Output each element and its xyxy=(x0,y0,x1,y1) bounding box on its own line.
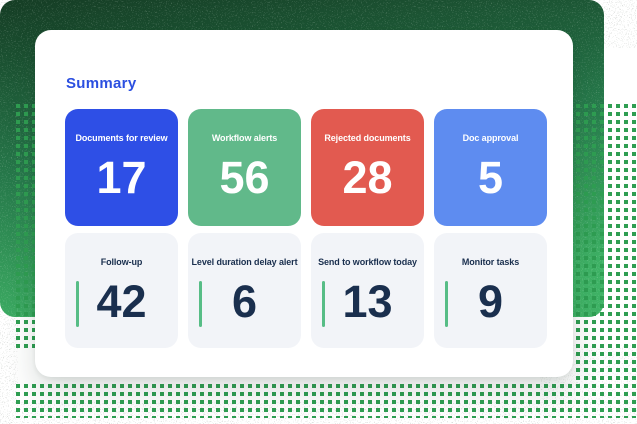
stat-label: Monitor tasks xyxy=(461,257,520,267)
stat-label: Rejected documents xyxy=(324,133,411,143)
stat-value: 42 xyxy=(96,276,147,327)
stat-card-doc-approval[interactable]: Doc approval 5 xyxy=(434,109,547,226)
stat-value: 5 xyxy=(477,152,504,203)
stat-card-monitor-tasks[interactable]: Monitor tasks 9 xyxy=(434,233,547,348)
stat-value: 17 xyxy=(96,152,147,203)
stat-card-workflow-alerts[interactable]: Workflow alerts 56 xyxy=(188,109,301,226)
stat-value: 13 xyxy=(342,276,393,327)
accent-bar xyxy=(322,281,325,327)
stat-label: Send to workflow today xyxy=(318,257,417,267)
stat-label: Doc approval xyxy=(462,133,519,143)
stat-label: Follow-up xyxy=(100,257,143,267)
stat-value: 6 xyxy=(231,276,258,327)
stat-card-level-duration-delay-alert[interactable]: Level duration delay alert 6 xyxy=(188,233,301,348)
panel-title: Summary xyxy=(66,75,137,93)
summary-panel: Summary Documents for review 17 Workflow… xyxy=(35,30,573,377)
accent-bar xyxy=(76,281,79,327)
stat-card-send-to-workflow-today[interactable]: Send to workflow today 13 xyxy=(311,233,424,348)
stat-label: Level duration delay alert xyxy=(191,257,298,267)
stat-card-rejected-documents[interactable]: Rejected documents 28 xyxy=(311,109,424,226)
stat-card-follow-up[interactable]: Follow-up 42 xyxy=(65,233,178,348)
stat-value: 28 xyxy=(342,152,393,203)
accent-bar xyxy=(445,281,448,327)
bottom-stat-row: Follow-up 42 Level duration delay alert … xyxy=(65,233,547,348)
stat-label: Documents for review xyxy=(75,133,168,143)
stat-value: 9 xyxy=(477,276,504,327)
accent-bar xyxy=(199,281,202,327)
stat-label: Workflow alerts xyxy=(211,133,278,143)
top-stat-row: Documents for review 17 Workflow alerts … xyxy=(65,109,547,226)
stat-value: 56 xyxy=(219,152,270,203)
stat-card-documents-for-review[interactable]: Documents for review 17 xyxy=(65,109,178,226)
